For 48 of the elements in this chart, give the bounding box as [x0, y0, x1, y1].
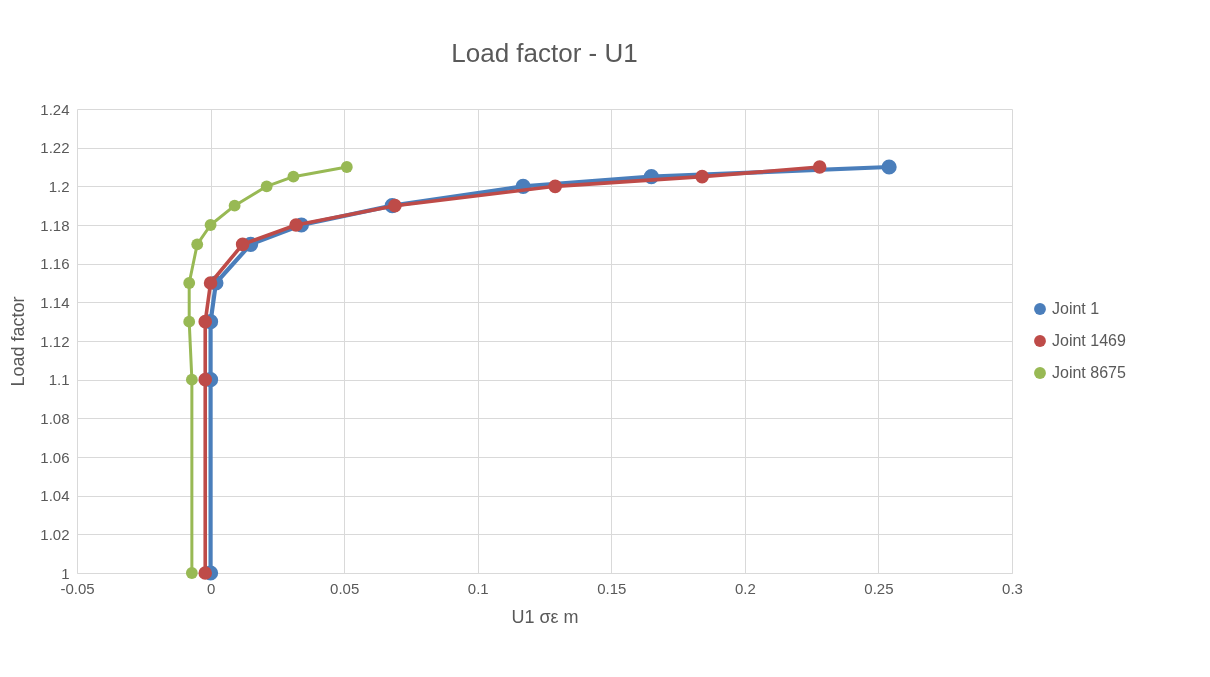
x-tick-label: 0.3: [1002, 579, 1023, 597]
y-tick-label: 1: [61, 564, 70, 582]
y-tick-label: 1.1: [48, 371, 70, 389]
y-tick-label: 1.12: [40, 332, 70, 350]
x-tick-label: 0.1: [467, 579, 489, 597]
point: [198, 372, 213, 387]
x-tick-label: -0.05: [60, 579, 95, 597]
y-tick-label: 1.22: [40, 139, 70, 157]
legend-label: Joint 1: [1052, 300, 1100, 317]
point: [260, 180, 273, 193]
y-tick-label: 1.16: [40, 255, 70, 273]
point: [185, 567, 198, 579]
point: [183, 277, 196, 289]
point: [185, 373, 198, 386]
point: [289, 218, 303, 232]
x-tick-label: 0.2: [734, 579, 756, 597]
point: [183, 315, 196, 328]
point: [198, 566, 213, 580]
y-tick-label: 1.04: [40, 487, 70, 505]
point: [235, 237, 250, 252]
point: [695, 169, 709, 184]
point: [548, 179, 562, 194]
point: [203, 276, 218, 290]
x-tick-label: 0.25: [864, 579, 894, 597]
x-tick-label: 0.15: [597, 579, 627, 597]
y-tick-label: 1.2: [48, 177, 70, 195]
legend-label: Joint 1469: [1052, 332, 1126, 349]
point: [228, 199, 241, 212]
y-tick-label: 1.14: [40, 293, 70, 311]
y-tick-label: 1.08: [40, 409, 70, 427]
x-tick-label: 0.05: [330, 579, 360, 597]
chart-title: Load factor - U1: [451, 38, 638, 68]
point: [204, 219, 217, 231]
point: [881, 159, 897, 175]
legend-label: Joint 8675: [1052, 364, 1126, 381]
point: [191, 238, 204, 251]
point: [812, 160, 827, 174]
y-tick-label: 1.18: [40, 216, 70, 234]
y-tick-label: 1.02: [40, 525, 70, 543]
x-axis-title: U1 σε m: [511, 606, 579, 627]
y-tick-label: 1.24: [40, 100, 70, 118]
point: [198, 314, 213, 329]
y-axis-title: Load factor: [8, 296, 29, 387]
point: [287, 170, 300, 183]
y-tick-label: 1.06: [40, 448, 70, 466]
point: [340, 161, 353, 173]
point: [388, 198, 402, 213]
x-tick-label: 0: [206, 579, 216, 597]
